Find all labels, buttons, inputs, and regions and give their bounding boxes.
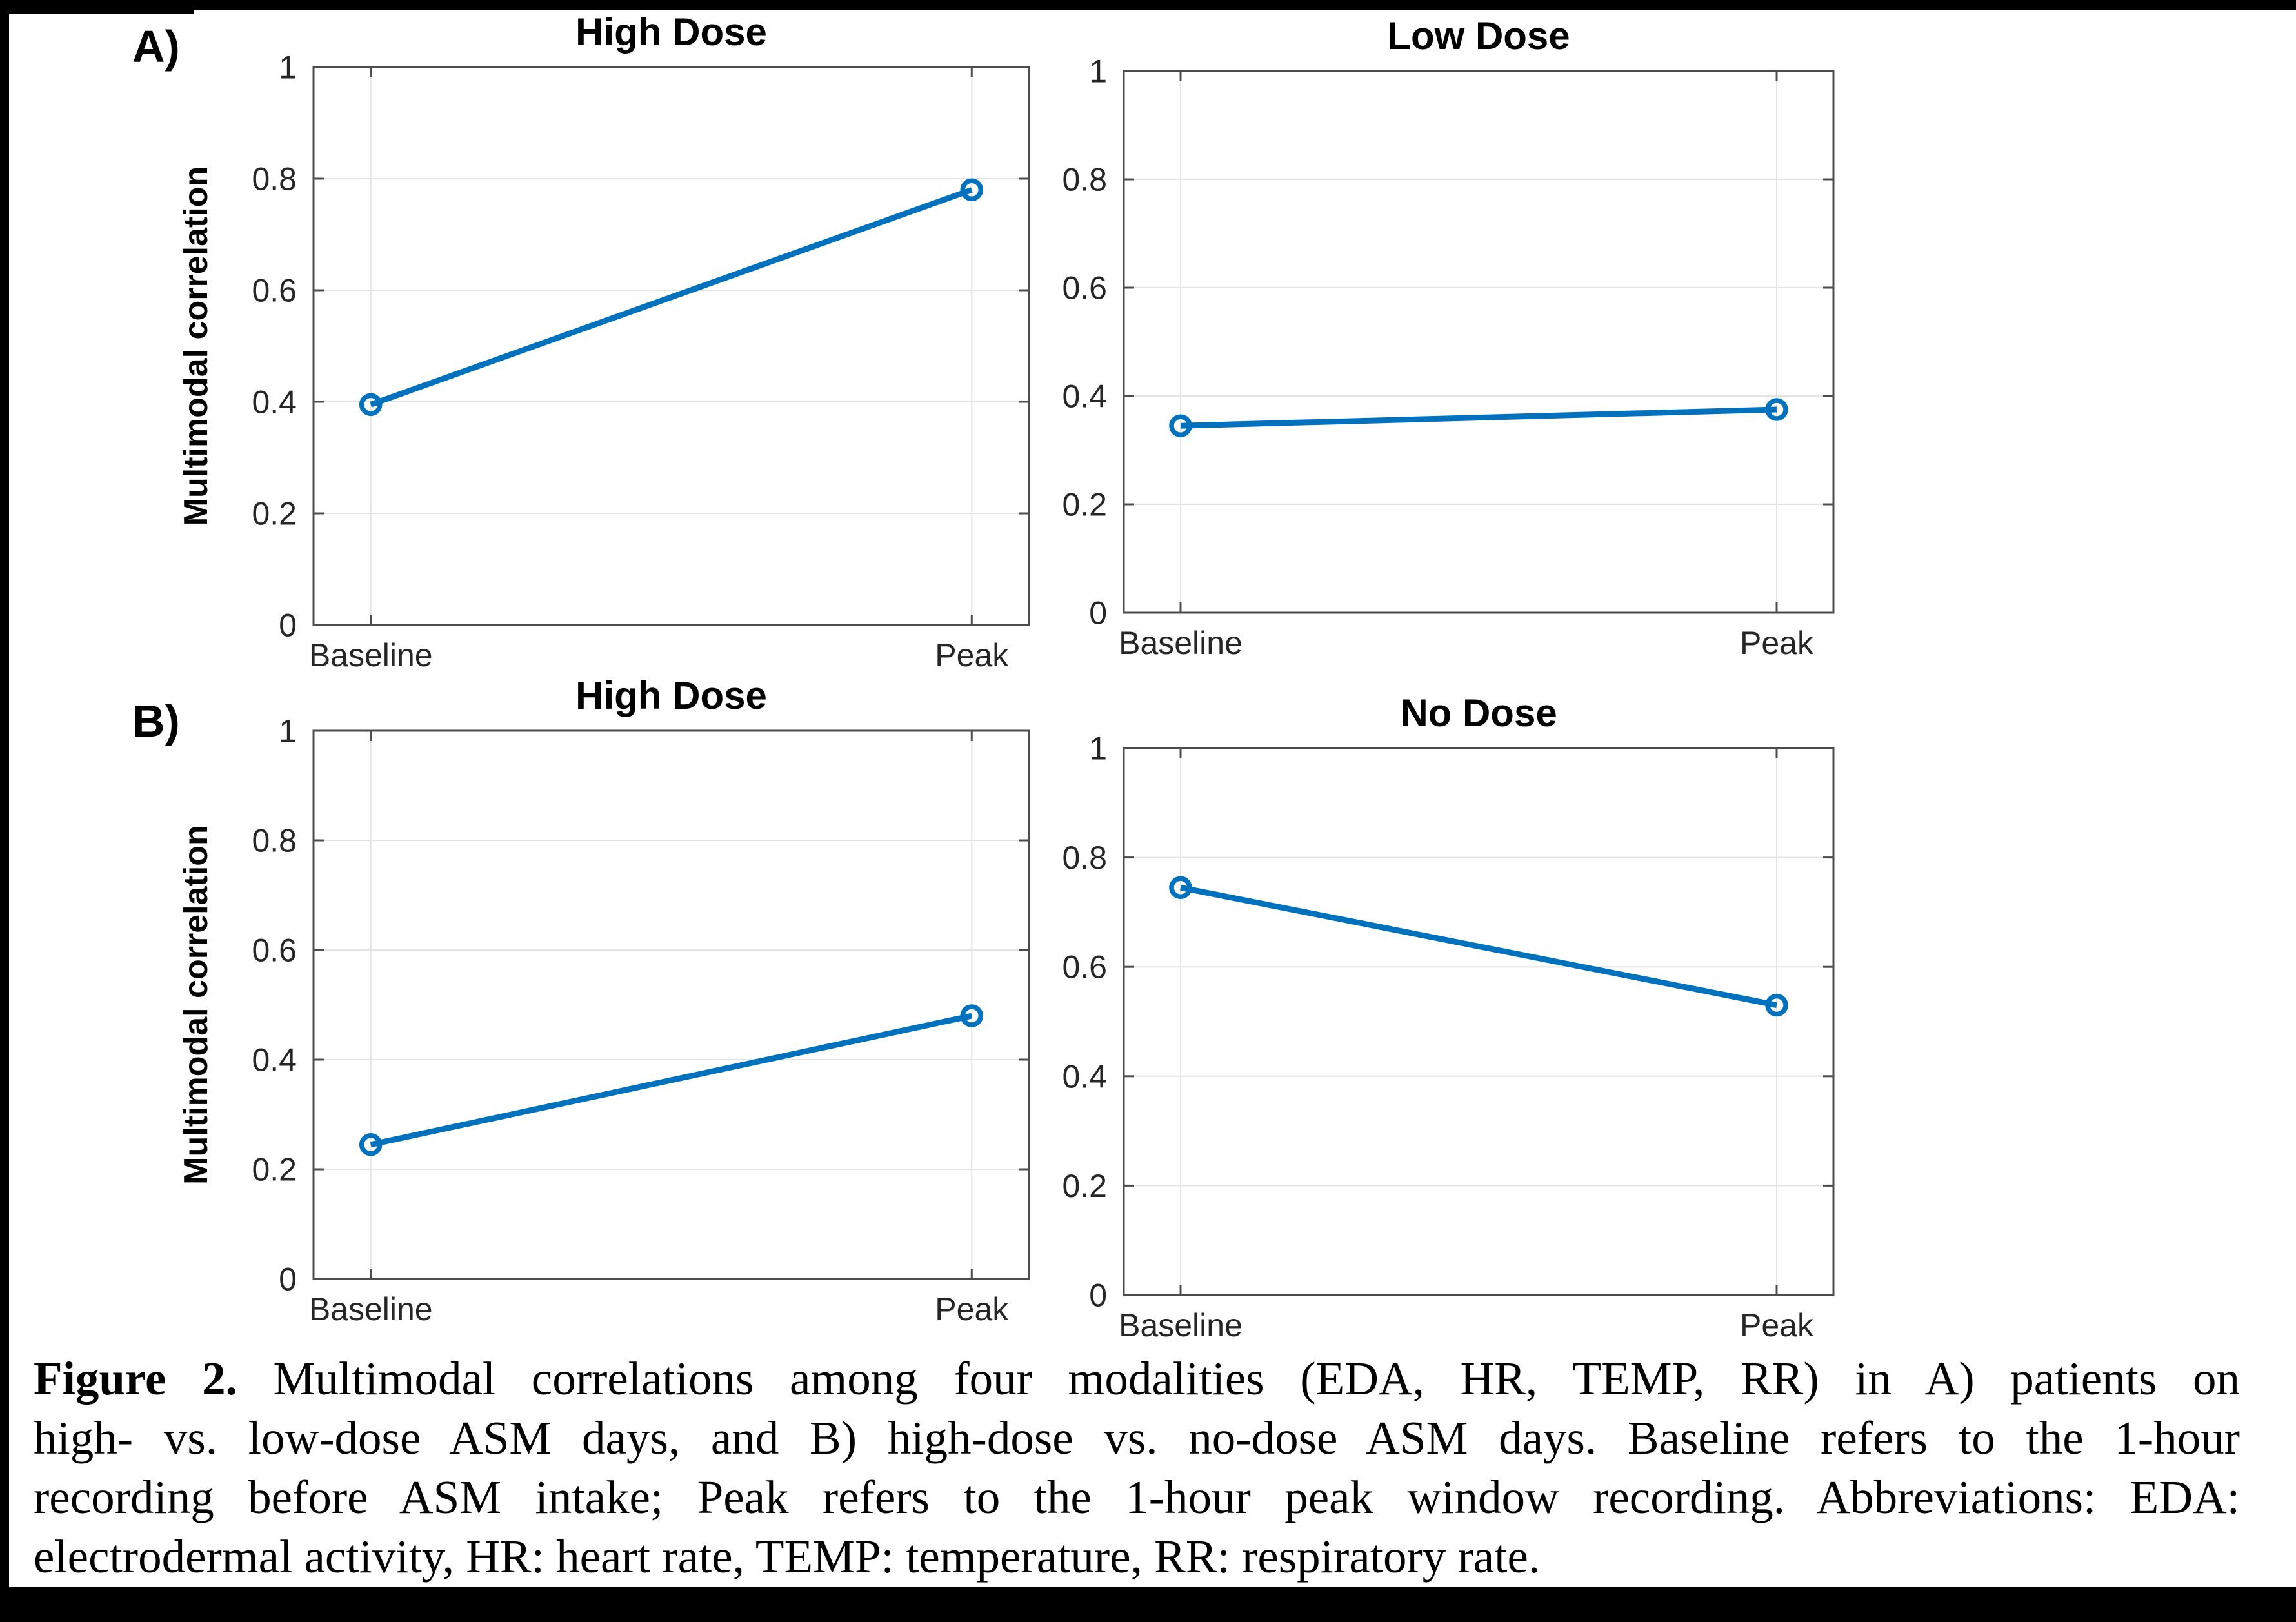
data-point-marker [359, 393, 383, 417]
y-tick-label: 0 [1089, 595, 1107, 631]
y-tick-label: 1 [1089, 731, 1107, 767]
y-tick-label: 0.8 [252, 161, 297, 197]
data-point-marker [960, 1004, 984, 1027]
axis-box [1123, 70, 1835, 614]
x-tick-label: Peak [935, 1291, 1009, 1327]
y-tick-label: 0.6 [252, 933, 297, 969]
data-point-marker [359, 1133, 383, 1156]
caption-line-1-text: Multimodal correlations among four modal… [237, 1352, 2240, 1405]
y-tick-label: 0.6 [252, 273, 297, 309]
axis-box [1123, 747, 1835, 1296]
bottom-border [0, 1587, 2296, 1622]
y-tick-label: 0.2 [252, 1152, 297, 1188]
figure-caption: Figure 2. Multimodal correlations among … [34, 1349, 2240, 1587]
y-tick-label: 0 [279, 608, 297, 644]
x-tick-label: Baseline [309, 1291, 433, 1327]
caption-line-2: high- vs. low-dose ASM days, and B) high… [34, 1412, 2240, 1464]
data-line [370, 187, 973, 408]
x-tick-label: Baseline [1119, 625, 1243, 661]
caption-figure-number: Figure 2. [34, 1352, 237, 1405]
y-tick-label: 0.8 [1062, 162, 1107, 198]
panel-a-label: A) [132, 21, 180, 72]
chart-title: Low Dose [1387, 14, 1570, 57]
x-tick-label: Peak [1740, 1307, 1814, 1343]
top-border [0, 0, 2296, 10]
y-tick-label: 0.2 [252, 496, 297, 532]
y-tick-label: 0.4 [252, 384, 297, 420]
y-tick-label: 1 [279, 713, 297, 749]
data-line [1180, 884, 1777, 1008]
y-tick-label: 0.2 [1062, 1168, 1107, 1204]
y-tick-label: 1 [279, 50, 297, 86]
x-tick-label: Baseline [309, 637, 433, 673]
y-tick-label: 0.8 [252, 823, 297, 859]
y-tick-label: 0.8 [1062, 840, 1107, 876]
panel-b-label: B) [132, 696, 180, 746]
left-border [0, 0, 9, 1587]
chart-title: No Dose [1400, 691, 1557, 735]
x-tick-label: Peak [1740, 625, 1814, 661]
y-axis-label: Multimodal correlation [177, 825, 215, 1185]
chart-title: High Dose [575, 674, 767, 717]
y-axis-label: Multimodal correlation [177, 166, 215, 526]
y-tick-label: 0.6 [1062, 949, 1107, 985]
y-tick-label: 0 [279, 1261, 297, 1298]
data-line [1180, 406, 1777, 429]
chart-title: High Dose [575, 10, 767, 54]
y-tick-label: 0.6 [1062, 270, 1107, 306]
caption-line-3: recording before ASM intake; Peak refers… [34, 1471, 2240, 1523]
data-point-marker [960, 178, 984, 202]
y-tick-label: 0.4 [1062, 379, 1107, 415]
figure-canvas: 0 0.2 0.4 0.6 0.8 1 Baseline Peak High Dose Multi… [177, 10, 1835, 1343]
caption-line-4: electrodermal activity, HR: heart rate, … [34, 1530, 1541, 1583]
y-tick-label: 0 [1089, 1278, 1107, 1314]
x-tick-label: Peak [935, 637, 1009, 673]
data-point-marker [1765, 398, 1788, 421]
axis-box [312, 729, 1030, 1280]
y-tick-label: 0.2 [1062, 487, 1107, 523]
data-point-marker [1765, 993, 1788, 1017]
y-tick-label: 1 [1089, 54, 1107, 90]
data-line [370, 1013, 973, 1148]
top-border-notch [0, 0, 194, 14]
x-tick-label: Baseline [1119, 1307, 1243, 1343]
y-tick-label: 0.4 [252, 1042, 297, 1078]
caption-line-1: Figure 2. Multimodal correlations among … [34, 1349, 2240, 1409]
y-tick-label: 0.4 [1062, 1058, 1107, 1094]
data-point-marker [1169, 414, 1192, 437]
data-point-marker [1169, 876, 1192, 899]
axis-box [312, 66, 1030, 626]
